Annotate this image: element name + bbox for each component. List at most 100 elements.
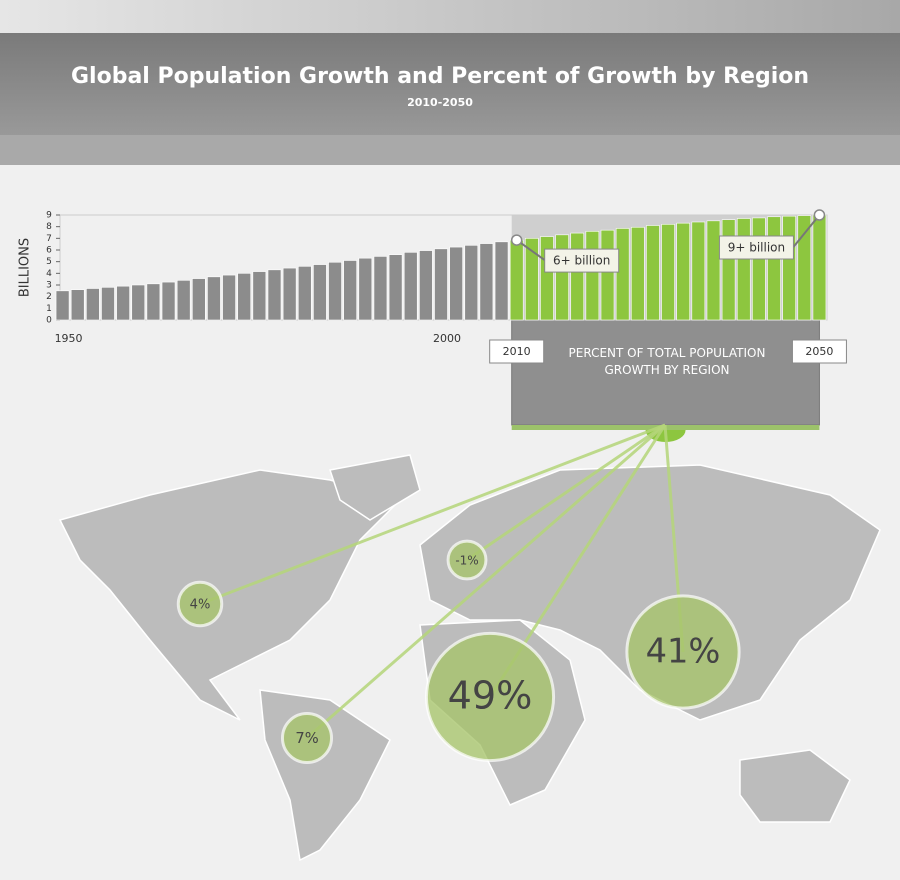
bar bbox=[464, 245, 479, 321]
bar bbox=[116, 285, 130, 321]
bar bbox=[449, 246, 463, 321]
bubble-label: 4% bbox=[190, 598, 211, 613]
bar bbox=[752, 217, 766, 321]
bar bbox=[419, 250, 433, 321]
bar bbox=[176, 280, 191, 321]
x-tick-label: 2000 bbox=[433, 332, 461, 345]
bar bbox=[630, 226, 645, 321]
bar bbox=[509, 239, 524, 321]
annotation-point bbox=[510, 234, 523, 246]
bar bbox=[691, 221, 706, 321]
continent bbox=[329, 454, 421, 521]
bar bbox=[600, 229, 615, 321]
bar bbox=[736, 218, 751, 321]
annotation-leader bbox=[792, 214, 821, 248]
bubble bbox=[625, 594, 741, 710]
bar bbox=[388, 254, 403, 321]
y-tick-label: 8 bbox=[46, 222, 52, 232]
bubble bbox=[176, 580, 224, 628]
y-tick-label: 5 bbox=[46, 257, 52, 267]
bar bbox=[721, 219, 736, 321]
bar bbox=[237, 273, 252, 321]
y-tick-label: 4 bbox=[46, 269, 52, 279]
bar bbox=[222, 274, 236, 321]
bar bbox=[252, 271, 267, 321]
bar bbox=[282, 267, 297, 321]
bar bbox=[434, 248, 448, 321]
bar bbox=[131, 284, 146, 321]
annotation: 6+ billion bbox=[553, 254, 610, 268]
y-tick-label: 6 bbox=[46, 246, 52, 256]
continent bbox=[739, 749, 851, 823]
bar bbox=[479, 243, 494, 321]
y-tick-label: 1 bbox=[46, 304, 52, 314]
bar bbox=[555, 234, 569, 321]
annotation: 9+ billion bbox=[728, 241, 785, 255]
annotation-point bbox=[813, 209, 826, 221]
bar bbox=[570, 232, 585, 321]
connector bbox=[199, 423, 666, 606]
connector bbox=[466, 423, 666, 562]
period-box-label: 2050 bbox=[805, 345, 833, 358]
bar bbox=[86, 288, 100, 321]
bar bbox=[192, 278, 206, 321]
bar bbox=[373, 256, 388, 321]
subtitle: 2010-2050 bbox=[407, 96, 473, 109]
connector bbox=[306, 423, 666, 740]
bar bbox=[812, 214, 827, 321]
continent bbox=[419, 464, 881, 721]
period-box bbox=[489, 339, 545, 364]
bar bbox=[161, 281, 176, 321]
bar bbox=[313, 264, 327, 321]
x-tick-label: 1950 bbox=[55, 332, 83, 345]
bar bbox=[494, 241, 509, 321]
y-tick-label: 2 bbox=[46, 292, 52, 302]
header-strip bbox=[0, 135, 900, 165]
bar bbox=[267, 269, 282, 321]
bar bbox=[585, 231, 600, 321]
bar bbox=[797, 215, 812, 321]
period-panel bbox=[511, 319, 820, 426]
bar bbox=[70, 289, 85, 321]
bubble-label: -1% bbox=[455, 554, 478, 568]
bar bbox=[146, 283, 161, 321]
y-axis-label: BILLIONS bbox=[18, 238, 33, 297]
bubble-map: 4% -1% 7% 49% 41% bbox=[176, 423, 741, 765]
bar bbox=[661, 224, 675, 321]
title: Global Population Growth and Percent of … bbox=[71, 64, 809, 89]
bar bbox=[782, 215, 796, 321]
bubble bbox=[280, 711, 334, 765]
bar bbox=[676, 222, 690, 321]
annotation-box bbox=[544, 248, 620, 273]
period-box bbox=[791, 339, 847, 364]
bar bbox=[403, 252, 418, 321]
bar-chart: 0 1 23 4 56 7 89 BILLIONS 1950 2000 2010 2050 6+ bil… bbox=[18, 209, 847, 443]
bar bbox=[615, 228, 630, 321]
bubble bbox=[424, 631, 556, 763]
y-tick-label: 7 bbox=[46, 234, 52, 244]
bar bbox=[358, 257, 373, 321]
annotation-box bbox=[718, 235, 794, 260]
bar bbox=[55, 290, 70, 321]
bar bbox=[646, 225, 660, 321]
bubble bbox=[446, 539, 488, 581]
period-label: PERCENT OF TOTAL POPULATION GROWTH BY RE… bbox=[568, 346, 766, 377]
header-strip bbox=[0, 0, 900, 33]
bar bbox=[767, 216, 781, 321]
bar bbox=[297, 266, 312, 321]
y-tick-label: 0 bbox=[46, 316, 52, 326]
bubble-label: 7% bbox=[295, 730, 318, 747]
period-box-label: 2010 bbox=[503, 345, 531, 358]
continent bbox=[58, 469, 402, 721]
bubble-label: 49% bbox=[448, 674, 533, 718]
bar bbox=[328, 261, 342, 321]
y-tick-label: 3 bbox=[46, 281, 52, 291]
y-tick-label: 9 bbox=[46, 211, 52, 221]
header-band bbox=[0, 33, 900, 135]
bar bbox=[101, 287, 115, 321]
bar bbox=[706, 220, 721, 321]
bar bbox=[207, 276, 221, 321]
bar bbox=[343, 260, 357, 321]
